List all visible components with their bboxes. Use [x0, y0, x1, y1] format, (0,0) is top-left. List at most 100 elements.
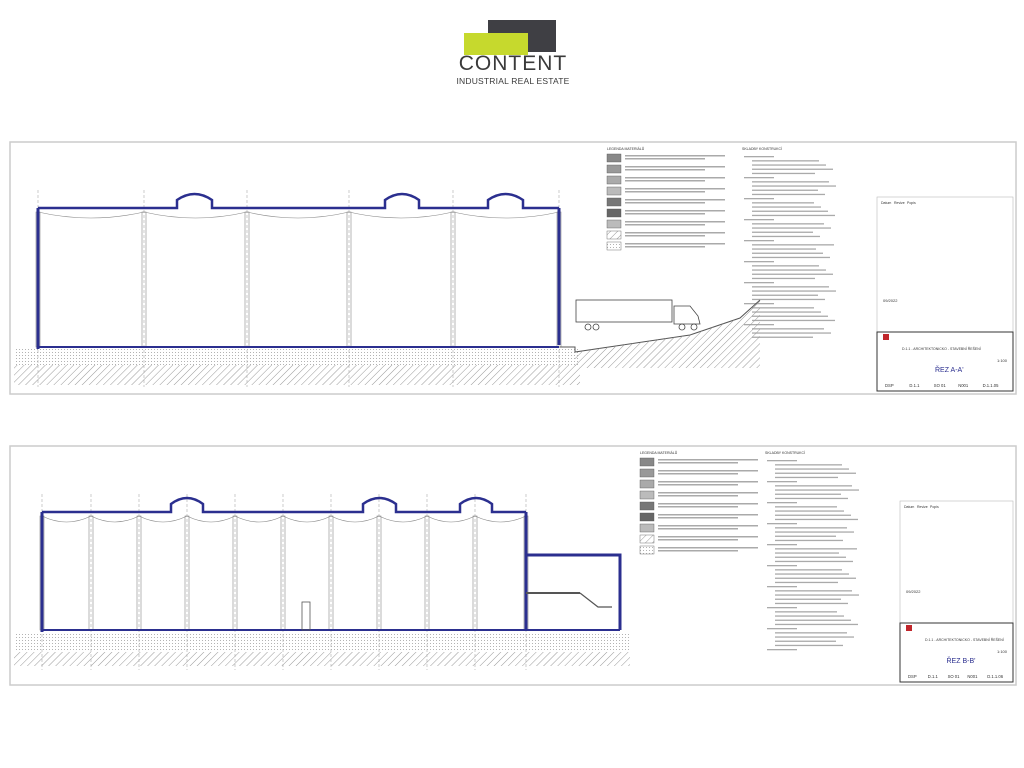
legend-text-line: [625, 221, 725, 223]
notes-text-line: [752, 319, 835, 322]
roof-truss-line: [37, 211, 560, 219]
legend-swatch: [606, 230, 622, 240]
revision-header: Revize: [917, 505, 928, 509]
legend-text-line: [625, 177, 725, 179]
legend-text-line: [625, 169, 705, 171]
notes-text-line: [775, 464, 842, 466]
notes-text-line: [775, 468, 849, 470]
notes-text-line: [752, 235, 820, 238]
truck-cab: [673, 305, 701, 325]
legend-swatch: [606, 186, 622, 196]
truck-trailer: [575, 299, 673, 323]
notes-text-line: [752, 311, 821, 313]
drawing-code: DSP: [908, 674, 917, 679]
notes-text-line: [775, 510, 844, 512]
legend-swatch: [639, 457, 655, 467]
legend-text-line: [658, 506, 738, 508]
scale-value: 1:100: [997, 358, 1008, 363]
notes-text-line: [752, 231, 813, 233]
legend-text-line: [658, 528, 738, 530]
notes-title: SKLADBY KONSTRUKCÍ: [765, 451, 805, 455]
date-value: 09/2022: [883, 298, 898, 303]
notes-text-line: [775, 573, 849, 575]
legend-text-line: [658, 495, 738, 497]
notes-text-line: [752, 269, 826, 271]
legend-swatch: [606, 219, 622, 229]
notes-text-line: [775, 493, 841, 495]
legend-swatch: [606, 164, 622, 174]
legend-swatch: [639, 523, 655, 533]
truck-wheel: [678, 323, 686, 331]
legend-text-line: [625, 155, 725, 157]
notes-text-line: [775, 590, 852, 592]
notes-text-line: [744, 261, 774, 263]
revision-header: Datum: [904, 505, 914, 509]
legend-swatch: [606, 241, 622, 251]
legend-text-line: [658, 547, 758, 549]
notes-text-line: [752, 227, 831, 229]
notes-text-line: [752, 256, 830, 259]
notes-text-line: [767, 565, 797, 567]
drawing-code: N001: [967, 674, 978, 679]
notes-text-line: [744, 198, 774, 200]
legend-title: LEGENDA MATERIÁLŮ: [607, 146, 645, 151]
notes-text-line: [767, 544, 797, 546]
roof-structure: [42, 496, 526, 514]
revision-header: Popis: [907, 201, 916, 205]
roof-truss-line: [41, 515, 527, 523]
date-value: 09/2022: [906, 589, 921, 594]
notes-text-line: [752, 202, 814, 204]
notes-text-line: [752, 181, 829, 183]
annex-roof-wall: [526, 553, 622, 630]
legend-text-line: [658, 470, 758, 472]
notes-text-line: [775, 615, 844, 617]
legend-swatch: [639, 479, 655, 489]
notes-text-line: [767, 586, 797, 588]
legend-text-line: [658, 525, 758, 527]
sheet-2: LEGENDA MATERIÁLŮ SKLADBY KONSTRUKCÍ Datum…: [9, 445, 1017, 686]
notes-text-line: [775, 506, 837, 508]
legend-text-line: [625, 191, 705, 193]
scale-value: 1:100: [997, 649, 1008, 654]
contractor-logo: [883, 334, 889, 340]
notes-text-line: [775, 518, 858, 521]
legend-text-line: [658, 481, 758, 483]
legend-text-line: [625, 213, 705, 215]
legend-swatch: [606, 153, 622, 163]
notes-text-line: [752, 185, 836, 187]
drawing-code: N001: [958, 383, 969, 388]
notes-text-line: [775, 556, 846, 558]
notes-text-line: [775, 602, 848, 605]
title-stamp: [899, 622, 1014, 683]
legend-text-line: [625, 210, 725, 212]
notes-text-line: [775, 535, 836, 537]
notes-text-line: [775, 514, 851, 516]
notes-text-line: [752, 214, 835, 217]
notes-text-line: [752, 168, 833, 170]
drawing-title: ŘEZ A-A': [935, 365, 964, 374]
notes-text-line: [775, 619, 851, 621]
legend-swatch: [639, 468, 655, 478]
notes-text-line: [744, 240, 774, 242]
legend-text-line: [625, 232, 725, 234]
contractor-logo: [906, 625, 912, 631]
notes-text-line: [775, 485, 852, 487]
truck-wheel: [690, 323, 698, 331]
notes-text-line: [752, 189, 818, 191]
legend-swatch: [606, 197, 622, 207]
notes-text-line: [775, 594, 859, 596]
truck-wheel: [584, 323, 592, 331]
notes-text-line: [775, 539, 843, 542]
notes-text-line: [752, 193, 825, 196]
notes-text-line: [752, 294, 818, 296]
notes-text-line: [752, 223, 824, 225]
drawing-code: D.1.1.05: [983, 383, 1000, 388]
notes-text-line: [775, 548, 857, 550]
notes-text-line: [767, 523, 797, 525]
legend-text-line: [658, 536, 758, 538]
content-logo: CONTENT INDUSTRIAL REAL ESTATE: [448, 18, 578, 88]
legend-text-line: [658, 473, 738, 475]
legend-swatch: [606, 175, 622, 185]
notes-text-line: [775, 611, 837, 613]
